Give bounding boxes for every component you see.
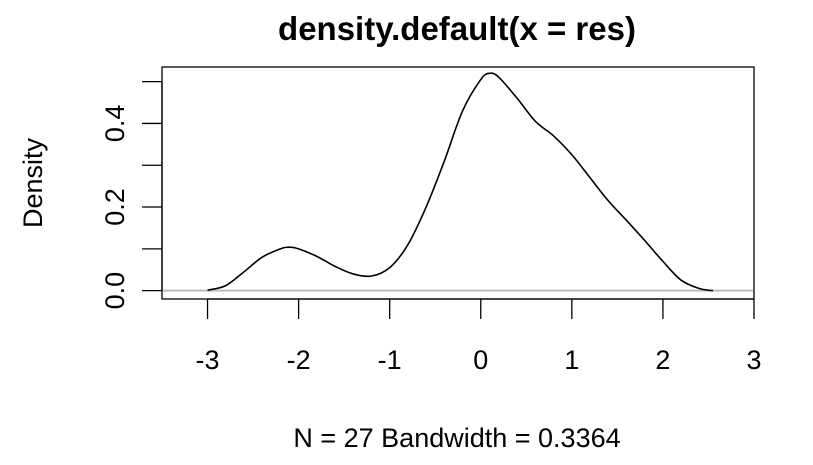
- x-tick-label: -1: [378, 345, 402, 375]
- y-tick-label: 0.4: [100, 105, 130, 143]
- x-tick-label: -3: [196, 345, 220, 375]
- x-tick-label: 1: [564, 345, 579, 375]
- x-tick-label: 0: [473, 345, 488, 375]
- x-tick-label: 3: [746, 345, 761, 375]
- y-tick-label: 0.0: [100, 272, 130, 310]
- x-axis: -3 -2 -1 0 1 2 3: [196, 298, 762, 375]
- y-axis-label: Density: [18, 137, 48, 228]
- y-tick-label: 0.2: [100, 188, 130, 226]
- x-tick-label: -2: [287, 345, 311, 375]
- chart-title: density.default(x = res): [278, 10, 636, 47]
- x-tick-label: 2: [655, 345, 670, 375]
- y-axis: 0.0 0.2 0.4: [100, 80, 163, 310]
- density-curve: [207, 72, 714, 292]
- x-axis-label: N = 27 Bandwidth = 0.3364: [293, 423, 620, 453]
